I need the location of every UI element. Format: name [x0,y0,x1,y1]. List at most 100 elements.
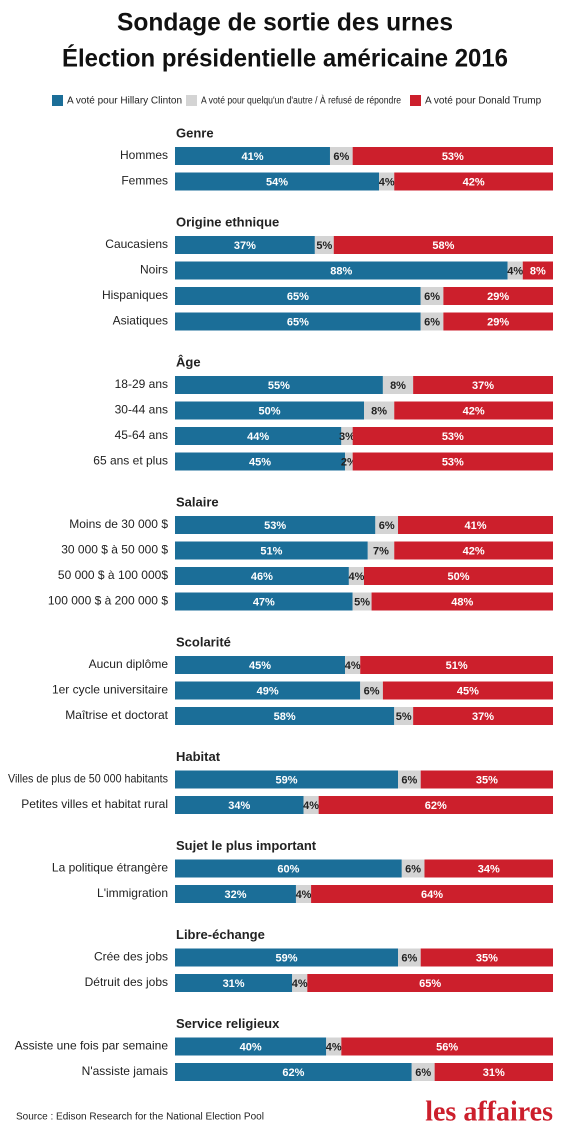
bar-segment [175,567,349,585]
bar-segment [382,681,553,700]
value-label: 53% [442,456,464,468]
legend-swatch [52,95,63,106]
value-label: 56% [436,1041,458,1053]
category-label: Crée des jobs [94,950,168,964]
bar-segment [175,401,364,420]
bar-segment [443,312,553,331]
group-header: Genre [176,125,214,140]
value-label: 37% [472,380,494,392]
bar-segment [175,592,353,611]
value-label: 4% [345,660,361,672]
category-label: Villes de plus de 50 000 habitants [8,772,168,786]
bar-segment [175,261,508,280]
value-label: 65% [287,291,309,303]
bar-segment [443,287,553,305]
bar-segment [420,287,444,305]
value-label: 5% [354,596,370,608]
value-label: 29% [487,316,509,328]
bar-segment [318,796,553,814]
bar-segment [364,567,553,585]
value-label: 37% [472,711,494,723]
value-label: 58% [432,240,454,252]
bar-segment [413,707,553,725]
group-header: Libre-échange [176,927,265,942]
logo: les affaires [425,1096,553,1127]
bar-segment [326,1037,342,1056]
bar-segment [175,312,421,331]
value-label: 42% [463,176,485,188]
value-label: 6% [379,520,395,532]
value-label: 51% [260,545,282,557]
bar-segment [333,236,553,254]
value-label: 59% [275,774,297,786]
bar-segment [175,541,368,560]
bar-segment [303,796,319,814]
bar-segment [352,452,553,471]
value-label: 6% [401,952,417,964]
legend-label: A voté pour quelqu'un d'autre / À refusé… [201,94,401,107]
bar-segment [345,656,361,674]
value-label: 34% [228,800,250,812]
category-label: L'immigration [97,886,168,900]
value-label: 48% [451,596,473,608]
bar-segment [311,885,553,903]
value-label: 55% [268,380,290,392]
category-label: Hommes [120,148,168,162]
category-label: Caucasiens [105,237,168,251]
value-label: 6% [405,863,421,875]
group-header: Scolarité [176,634,231,649]
bar-segment [424,859,553,878]
value-label: 62% [425,800,447,812]
bar-segment [367,541,395,560]
value-label: 45% [249,456,271,468]
category-label: 50 000 $ à 100 000$ [58,568,168,582]
bar-segment [364,401,395,420]
bar-segment [352,592,372,611]
value-label: 7% [373,545,389,557]
category-label: Maîtrise et doctorat [65,708,168,722]
value-label: 50% [258,405,280,417]
bar-segment [420,770,553,789]
bar-segment [413,376,553,394]
value-label: 31% [223,978,245,990]
bar-segment [175,681,361,700]
value-label: 3% [339,431,355,443]
category-label: 100 000 $ à 200 000 $ [48,594,168,608]
bar-segment [314,236,334,254]
value-label: 4% [303,800,319,812]
bar-segment [420,948,553,967]
value-label: 4% [292,978,308,990]
bar-segment [175,796,304,814]
value-label: 31% [483,1067,505,1079]
bar-segment [175,516,376,534]
value-label: 47% [253,596,275,608]
bar-segment [394,401,553,420]
bar-segment [175,172,380,191]
category-label: 65 ans et plus [93,454,168,468]
bar-segment [375,516,399,534]
value-label: 4% [348,571,364,583]
bar-segment [394,707,414,725]
value-label: 49% [257,685,279,697]
bar-segment [175,707,395,725]
legend-swatch [410,95,421,106]
value-label: 4% [507,265,523,277]
bar-segment [394,541,553,560]
category-label: 30-44 ans [115,403,168,417]
category-label: Détruit des jobs [85,975,168,989]
bar-segment [379,172,395,191]
bar-segment [398,516,553,534]
value-label: 64% [421,889,443,901]
value-label: 53% [442,431,464,443]
bar-segment [348,567,364,585]
value-label: 45% [457,685,479,697]
value-label: 62% [282,1067,304,1079]
bar-segment [398,770,421,789]
legend-swatch [186,95,197,106]
category-label: 18-29 ans [115,377,168,391]
group-header: Service religieux [176,1016,280,1031]
value-label: 65% [287,316,309,328]
category-label: Asiatiques [113,314,168,328]
